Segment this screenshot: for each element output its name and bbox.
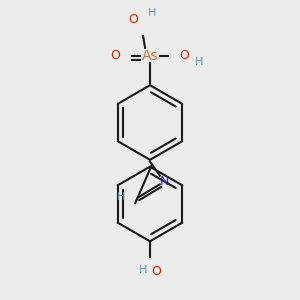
Text: H: H [195, 57, 203, 67]
Text: N: N [160, 175, 169, 188]
Text: H: H [139, 265, 147, 275]
Text: As: As [142, 49, 158, 63]
Text: O: O [151, 265, 161, 278]
Text: O: O [179, 49, 189, 62]
Text: O: O [128, 13, 138, 26]
Text: H: H [148, 8, 156, 19]
Text: O: O [111, 49, 121, 62]
Text: H: H [117, 192, 125, 202]
